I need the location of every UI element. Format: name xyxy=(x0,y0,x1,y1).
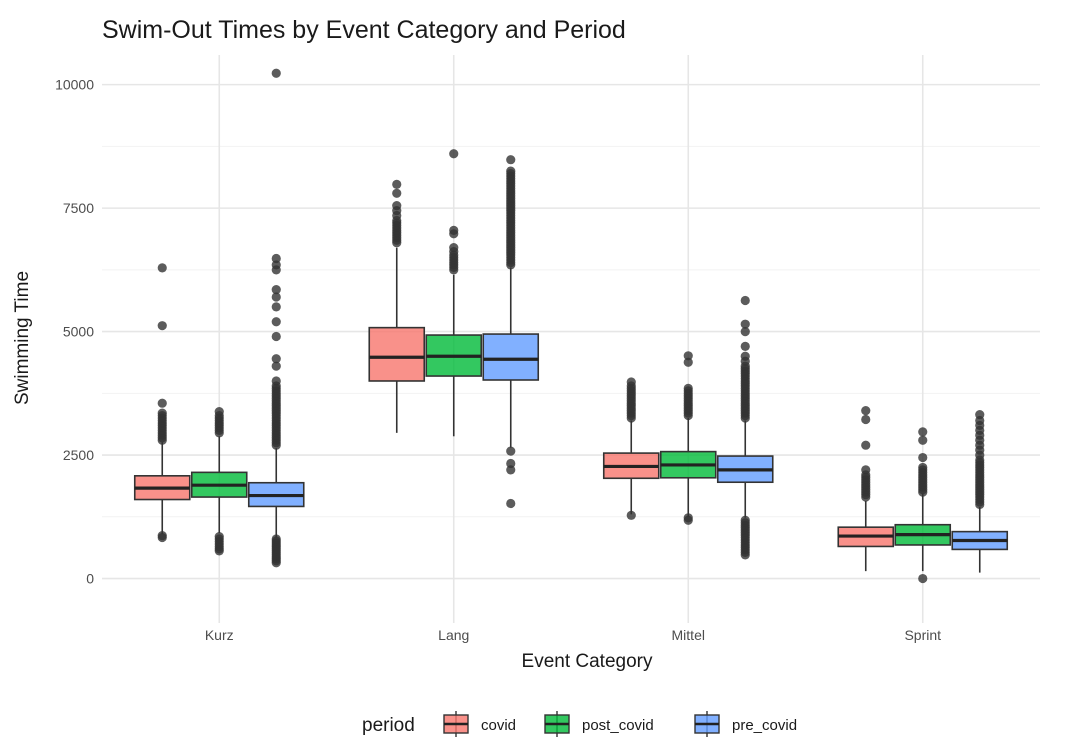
box-mittel-covid xyxy=(602,377,660,520)
box-body xyxy=(368,326,426,382)
outlier-point xyxy=(740,341,750,352)
outlier-point xyxy=(861,440,871,450)
outlier-point xyxy=(271,68,281,78)
outlier-point xyxy=(271,292,281,302)
box-lang-covid xyxy=(368,179,426,433)
x-tick-label: Mittel xyxy=(672,627,705,643)
outlier-point xyxy=(271,331,281,342)
box-body xyxy=(482,333,540,381)
outlier-point xyxy=(683,357,693,367)
box-sprint-covid xyxy=(837,406,895,572)
outlier-point xyxy=(271,361,281,371)
outlier-point xyxy=(861,414,871,425)
outlier-point xyxy=(506,155,516,165)
outlier-point xyxy=(392,201,402,211)
outlier-point xyxy=(506,465,516,475)
outlier-point xyxy=(449,149,459,159)
legend-title: period xyxy=(362,715,415,736)
outlier-point xyxy=(157,263,167,273)
outlier-point xyxy=(861,406,871,416)
y-tick-label: 7500 xyxy=(63,200,94,216)
outlier-point xyxy=(271,317,281,327)
y-axis-title: Swimming Time xyxy=(12,271,33,405)
outlier-point xyxy=(740,515,750,525)
legend-label: post_covid xyxy=(582,717,654,734)
outlier-point xyxy=(271,253,281,264)
outlier-point xyxy=(506,498,516,509)
legend: period covid post_covid pre_covid xyxy=(362,711,797,737)
box-kurz-pre-covid xyxy=(247,68,305,568)
y-axis-ticks: 0 2500 5000 7500 10000 xyxy=(55,77,94,587)
outlier-point xyxy=(506,458,516,469)
outlier-point xyxy=(683,513,693,523)
box-lang-pre-covid xyxy=(482,155,540,509)
x-tick-label: Sprint xyxy=(904,627,941,643)
x-axis-ticks: Kurz Lang Mittel Sprint xyxy=(205,627,941,643)
outlier-point xyxy=(271,376,281,386)
outlier-point xyxy=(918,435,928,445)
outlier-point xyxy=(918,573,928,584)
outlier-point xyxy=(157,408,167,418)
outlier-point xyxy=(157,398,167,408)
legend-item-pre-covid: pre_covid xyxy=(692,711,797,737)
x-tick-label: Kurz xyxy=(205,627,234,643)
outlier-point xyxy=(740,351,750,361)
outlier-point xyxy=(740,326,750,337)
outlier-point xyxy=(626,510,636,520)
legend-label: covid xyxy=(481,717,516,734)
outlier-point xyxy=(506,446,516,456)
outlier-point xyxy=(392,188,402,198)
box-mittel-pre-covid xyxy=(716,295,774,560)
outlier-point xyxy=(740,319,750,329)
outlier-point xyxy=(271,260,281,270)
y-tick-label: 5000 xyxy=(63,324,94,340)
box-sprint-post-covid xyxy=(894,427,952,584)
outlier-point xyxy=(975,409,985,420)
outlier-point xyxy=(683,351,693,361)
outlier-point xyxy=(214,531,224,542)
outlier-point xyxy=(740,295,750,306)
outlier-point xyxy=(157,530,167,541)
outlier-point xyxy=(506,166,516,176)
outlier-point xyxy=(392,179,402,190)
outlier-point xyxy=(449,243,459,253)
outlier-point xyxy=(214,407,224,417)
outlier-point xyxy=(626,377,636,387)
legend-label: pre_covid xyxy=(732,717,797,734)
box-kurz-post-covid xyxy=(190,407,248,556)
outlier-point xyxy=(157,321,167,331)
x-axis-title: Event Category xyxy=(522,651,653,672)
legend-item-covid: covid xyxy=(441,711,516,737)
x-tick-label: Lang xyxy=(438,627,469,643)
outlier-point xyxy=(271,354,281,364)
y-tick-label: 0 xyxy=(86,571,94,587)
box-kurz-covid xyxy=(133,263,191,543)
legend-item-post-covid: post_covid xyxy=(542,711,654,737)
outlier-point xyxy=(271,534,281,544)
outlier-point xyxy=(918,452,928,463)
outlier-point xyxy=(683,383,693,393)
box-lang-post-covid xyxy=(425,149,483,437)
box-mittel-post-covid xyxy=(659,351,717,525)
outlier-point xyxy=(861,465,871,475)
y-tick-label: 10000 xyxy=(55,77,94,93)
outlier-point xyxy=(449,225,459,235)
box-sprint-pre-covid xyxy=(951,409,1009,573)
chart-title: Swim-Out Times by Event Category and Per… xyxy=(102,16,626,44)
outlier-point xyxy=(271,302,281,312)
outlier-point xyxy=(271,285,281,295)
boxes xyxy=(133,68,1009,584)
outlier-point xyxy=(918,427,928,437)
y-tick-label: 2500 xyxy=(63,447,94,463)
outlier-point xyxy=(918,462,928,473)
